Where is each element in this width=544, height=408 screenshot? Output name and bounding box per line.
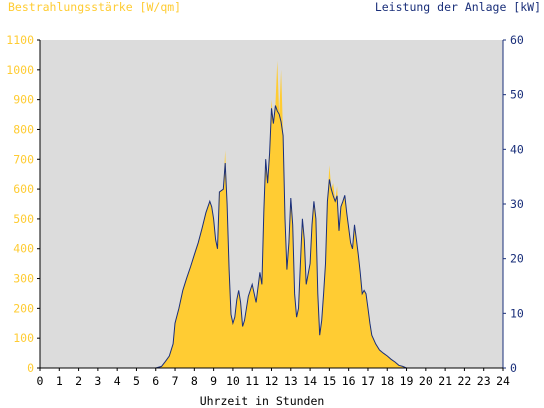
- x-tick-label: 9: [210, 374, 217, 388]
- x-tick-label: 23: [477, 374, 491, 388]
- left-tick-label: 400: [13, 242, 34, 256]
- x-tick-label: 8: [191, 374, 198, 388]
- x-tick-label: 14: [303, 374, 317, 388]
- right-tick-label: 0: [510, 361, 517, 375]
- left-tick-label: 200: [13, 301, 34, 315]
- x-tick-label: 21: [438, 374, 452, 388]
- left-axis: 0 100 200 300 400 500 600 700 800 900 1000 1100: [6, 33, 40, 375]
- x-tick-label: 0: [37, 374, 44, 388]
- x-tick-label: 3: [94, 374, 101, 388]
- left-tick-label: 600: [13, 182, 34, 196]
- x-tick-label: 4: [114, 374, 121, 388]
- x-tick-label: 12: [265, 374, 279, 388]
- left-tick-label: 1100: [6, 33, 34, 47]
- series-irradiance-area: [40, 60, 503, 369]
- x-tick-label: 24: [496, 374, 510, 388]
- x-tick-label: 5: [133, 374, 140, 388]
- x-axis-title: Uhrzeit in Stunden: [200, 394, 325, 408]
- left-tick-label: 1000: [6, 63, 34, 77]
- left-tick-label: 800: [13, 122, 34, 136]
- x-tick-label: 19: [400, 374, 414, 388]
- right-tick-label: 10: [510, 306, 524, 320]
- series-power-line: [40, 105, 503, 369]
- right-tick-label: 20: [510, 252, 524, 266]
- x-tick-label: 15: [322, 374, 336, 388]
- left-tick-label: 700: [13, 152, 34, 166]
- left-tick-label: 0: [27, 361, 34, 375]
- left-axis-title: Bestrahlungsstärke [W/qm]: [8, 0, 181, 14]
- right-tick-label: 50: [510, 88, 524, 102]
- x-tick-label: 10: [226, 374, 240, 388]
- x-tick-label: 22: [457, 374, 471, 388]
- left-tick-label: 100: [13, 331, 34, 345]
- right-axis-title: Leistung der Anlage [kW]: [375, 0, 541, 14]
- x-tick-label: 2: [75, 374, 82, 388]
- x-tick-label: 7: [172, 374, 179, 388]
- left-tick-label: 500: [13, 212, 34, 226]
- left-tick-label: 900: [13, 93, 34, 107]
- x-tick-label: 20: [419, 374, 433, 388]
- right-tick-label: 40: [510, 142, 524, 156]
- right-tick-label: 30: [510, 197, 524, 211]
- right-axis: 0 10 20 30 40 50 60: [503, 33, 524, 375]
- right-tick-label: 60: [510, 33, 524, 47]
- left-tick-label: 300: [13, 272, 34, 286]
- x-axis: 0 1 2 3 4 5 6 7 8 9 10 11 12 13 14 15 16 17 18 19 20 21 22 23 24: [37, 368, 510, 388]
- plot-area: [39, 40, 504, 369]
- x-tick-label: 17: [361, 374, 375, 388]
- x-tick-label: 13: [284, 374, 298, 388]
- x-tick-label: 6: [152, 374, 159, 388]
- x-tick-label: 16: [342, 374, 356, 388]
- x-tick-label: 1: [56, 374, 63, 388]
- x-tick-label: 11: [245, 374, 259, 388]
- x-tick-label: 18: [380, 374, 394, 388]
